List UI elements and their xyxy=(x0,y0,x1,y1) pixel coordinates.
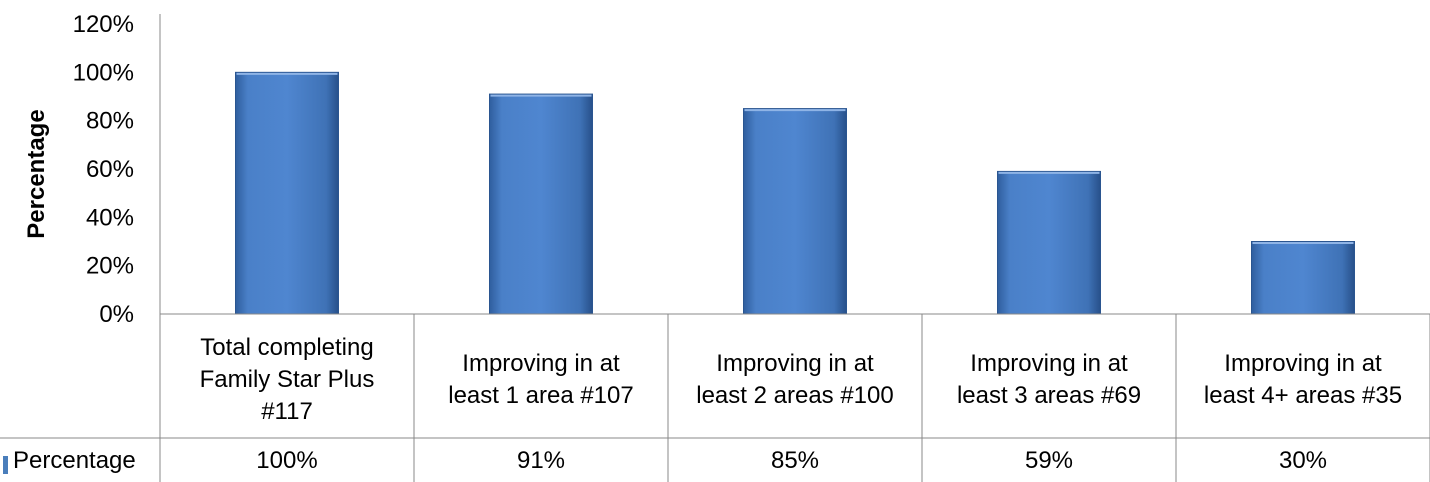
table-value-cell: 59% xyxy=(1025,447,1073,474)
y-tick-label: 120% xyxy=(73,11,134,38)
y-axis-title: Percentage xyxy=(23,109,50,238)
bar xyxy=(743,108,847,315)
legend-label: Percentage xyxy=(13,447,136,474)
table-value-cell: 91% xyxy=(517,447,565,474)
y-tick-label: 60% xyxy=(86,156,134,183)
bar xyxy=(235,71,339,315)
category-label: Total completing Family Star Plus #117 xyxy=(200,334,375,425)
category-label: Improving in at least 2 areas #100 xyxy=(696,350,893,409)
category-label: Improving in at least 3 areas #69 xyxy=(957,350,1141,409)
bar xyxy=(489,93,593,315)
y-tick-label: 0% xyxy=(99,301,134,328)
bar xyxy=(997,170,1101,315)
table-value-cell: 85% xyxy=(771,447,819,474)
bars xyxy=(235,71,1355,315)
table-value-cell: 30% xyxy=(1279,447,1327,474)
data-table: Total completing Family Star Plus #117 Impr… xyxy=(0,313,1430,482)
category-label: Improving in at least 1 area #107 xyxy=(448,350,633,409)
y-tick-label: 20% xyxy=(86,253,134,280)
bar xyxy=(1251,241,1355,315)
category-label: Improving in at least 4+ areas #35 xyxy=(1204,350,1402,409)
legend-swatch xyxy=(3,456,8,474)
y-tick-label: 80% xyxy=(86,108,134,135)
table-value-cell: 100% xyxy=(256,447,317,474)
y-tick-label: 40% xyxy=(86,204,134,231)
y-axis: 0% 20% 40% 60% 80% 100% 120% xyxy=(73,11,161,482)
y-tick-label: 100% xyxy=(73,59,134,86)
